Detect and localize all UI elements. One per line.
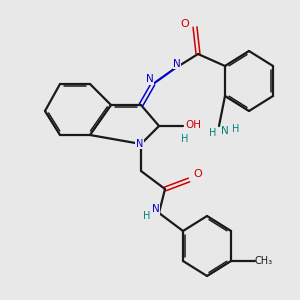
Text: N: N [220, 126, 228, 136]
Text: H: H [232, 124, 239, 134]
Text: O: O [180, 19, 189, 29]
Text: N: N [136, 139, 143, 149]
Text: H: H [209, 128, 216, 139]
Text: O: O [194, 169, 202, 179]
Text: OH: OH [185, 119, 202, 130]
Text: CH₃: CH₃ [255, 256, 273, 266]
Text: N: N [146, 74, 154, 85]
Text: N: N [152, 204, 160, 214]
Text: N: N [173, 58, 181, 69]
Text: H: H [181, 134, 188, 145]
Text: H: H [143, 211, 151, 221]
